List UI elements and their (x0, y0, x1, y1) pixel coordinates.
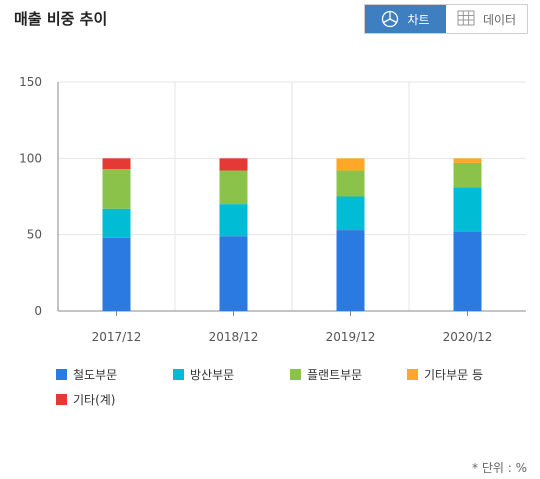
legend-item[interactable]: 기타부문 등 (407, 366, 483, 383)
pie-chart-icon (381, 10, 399, 28)
x-tick-label: 2020/12 (443, 330, 493, 344)
y-tick-label: 150 (19, 75, 42, 89)
bar-segment (219, 236, 248, 311)
legend-item[interactable]: 철도부문 (56, 366, 117, 383)
x-tick-label: 2018/12 (209, 330, 259, 344)
x-tick-label: 2019/12 (326, 330, 376, 344)
legend-swatch (56, 394, 67, 405)
legend-swatch (290, 369, 301, 380)
bar-segment (336, 158, 365, 171)
bar-segment (336, 230, 365, 311)
bar-segment (336, 170, 365, 197)
bar-segment (453, 158, 482, 163)
bar-segment (453, 162, 482, 188)
legend-swatch (56, 369, 67, 380)
stacked-bar-chart: 0 50 100 150 2017/12 2018/12 2019/12 2020/12 (19, 75, 526, 344)
legend-swatch (173, 369, 184, 380)
y-tick-label: 100 (19, 151, 42, 165)
bar-segment (453, 187, 482, 232)
view-toggle: 차트 데이터 (364, 4, 528, 34)
y-tick-label: 0 (34, 304, 42, 318)
legend-label: 철도부문 (73, 368, 118, 382)
y-tick-label: 50 (27, 228, 42, 242)
legend-item[interactable]: 플랜트부문 (290, 366, 362, 383)
bar-segment (219, 204, 248, 237)
bar-segment (219, 158, 248, 171)
bar-segment (102, 208, 131, 238)
chart-title: 매출 비중 추이 (14, 10, 108, 28)
legend-swatch (407, 369, 418, 380)
bar-segment (453, 231, 482, 311)
bar-segment (102, 169, 131, 209)
bar-segment (219, 170, 248, 205)
data-view-button[interactable]: 데이터 (446, 5, 527, 33)
legend-label: 방산부문 (190, 368, 235, 382)
unit-note: * 단위 : % (472, 461, 527, 475)
x-tick-label: 2017/12 (92, 330, 142, 344)
data-view-label: 데이터 (482, 12, 517, 27)
bar-segment (102, 237, 131, 311)
table-grid-icon (457, 10, 475, 28)
legend-label: 플랜트부문 (307, 368, 363, 382)
legend-label: 기타부문 등 (424, 368, 484, 382)
legend-item[interactable]: 방산부문 (173, 366, 234, 383)
chart-view-label: 차트 (407, 12, 430, 27)
bar-segment (336, 196, 365, 231)
bar-segment (102, 158, 131, 170)
chart-view-button[interactable]: 차트 (365, 5, 446, 33)
legend-item[interactable]: 기타(계) (56, 391, 115, 408)
legend-label: 기타(계) (73, 393, 116, 407)
